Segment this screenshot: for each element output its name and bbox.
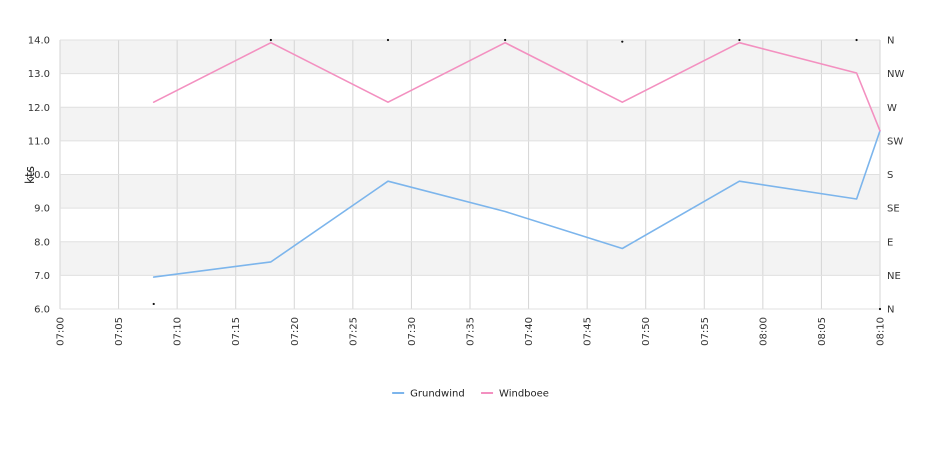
direction-marker — [386, 38, 390, 42]
x-tick-label: 08:05 — [817, 317, 828, 346]
series-line-windboee — [152, 41, 881, 132]
y2-tick-label: NW — [887, 69, 904, 80]
x-tick-label: 07:25 — [348, 317, 359, 346]
legend-item-grundwind[interactable]: Grundwind — [392, 389, 465, 400]
y-tick-label: 7.0 — [34, 271, 50, 282]
x-tick-label: 07:45 — [583, 317, 594, 346]
x-tick-label: 07:40 — [524, 317, 535, 346]
legend: Grundwind Windboee — [392, 389, 549, 400]
y-tick-label: 13.0 — [28, 69, 50, 80]
x-axis-ticks: 07:00 07:05 07:10 07:15 07:20 07:25 07:30 07:35… — [56, 317, 887, 346]
direction-marker — [621, 40, 624, 43]
series-line-grundwind — [152, 130, 881, 278]
direction-marker — [269, 38, 272, 42]
y2-tick-label: E — [887, 237, 893, 248]
x-tick-label: 07:10 — [173, 317, 184, 346]
x-tick-label: 08:00 — [758, 317, 769, 346]
x-tick-label: 07:00 — [56, 317, 67, 346]
direction-marker — [855, 38, 858, 42]
x-tick-label: 08:10 — [876, 317, 887, 346]
y2-tick-label: W — [887, 103, 897, 114]
legend-label: Windboee — [499, 389, 549, 400]
y-tick-label: 10.0 — [28, 170, 50, 181]
y2-tick-label: SE — [887, 204, 900, 215]
y-axis-ticks: 6.0 7.0 8.0 9.0 10.0 11.0 12.0 13.0 14.0 — [28, 36, 50, 316]
y-tick-label: 12.0 — [28, 103, 50, 114]
y-tick-label: 9.0 — [34, 204, 50, 215]
x-tick-label: 07:35 — [466, 317, 477, 346]
x-tick-label: 07:50 — [641, 317, 652, 346]
y-tick-label: 14.0 — [28, 36, 50, 47]
direction-marker — [152, 302, 155, 306]
x-tick-label: 07:15 — [231, 317, 242, 346]
x-tick-label: 07:20 — [290, 317, 301, 346]
legend-item-windboee[interactable]: Windboee — [481, 389, 549, 400]
y-gridlines — [60, 39, 880, 310]
y-tick-label: 11.0 — [28, 136, 50, 147]
y2-tick-label: SW — [887, 136, 903, 147]
direction-marker — [878, 307, 882, 311]
x-tick-label: 07:30 — [407, 317, 418, 346]
y2-tick-label: N — [887, 305, 894, 316]
y2-axis-ticks: N NE E SE S SW W NW N — [887, 36, 904, 316]
series-layer — [152, 41, 881, 278]
y2-tick-label: NE — [887, 271, 901, 282]
y-tick-label: 6.0 — [34, 305, 50, 316]
direction-markers — [152, 38, 882, 311]
x-tick-label: 07:05 — [114, 317, 125, 346]
x-tick-label: 07:55 — [700, 317, 711, 346]
y2-tick-label: S — [887, 170, 893, 181]
y-axis-title: kts — [23, 166, 37, 184]
direction-marker — [738, 38, 741, 42]
y-tick-label: 8.0 — [34, 237, 50, 248]
direction-marker — [504, 38, 507, 42]
legend-label: Grundwind — [410, 389, 465, 400]
y2-tick-label: N — [887, 36, 894, 47]
